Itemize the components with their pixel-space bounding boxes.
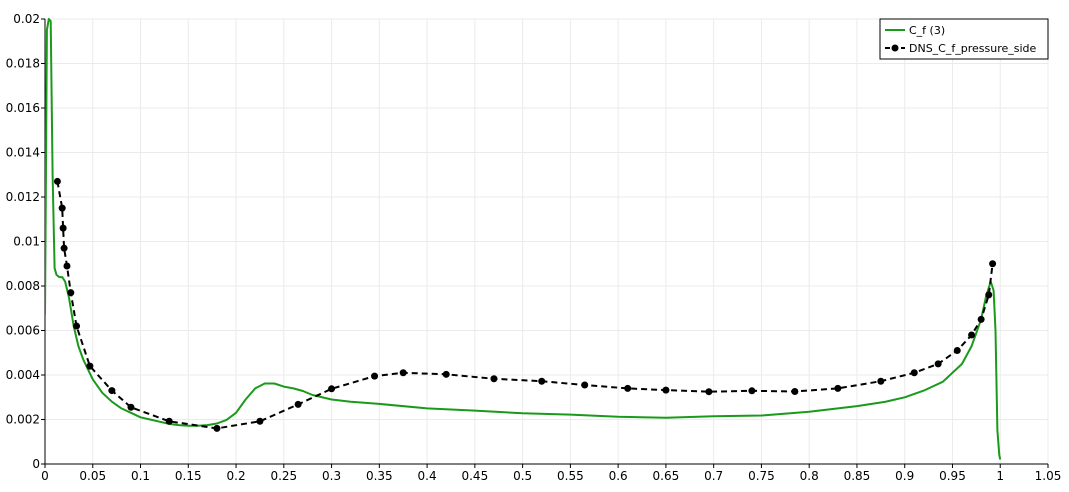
y-tick-label: 0.016 xyxy=(6,101,40,115)
y-tick-label: 0.008 xyxy=(6,279,40,293)
data-point xyxy=(53,177,61,185)
y-tick-label: 0.006 xyxy=(6,324,40,338)
data-point xyxy=(256,417,264,425)
data-point xyxy=(989,260,997,268)
data-point xyxy=(108,387,116,395)
x-tick-label: 0.6 xyxy=(609,469,628,483)
legend-label-cf: C_f (3) xyxy=(909,24,945,37)
data-point xyxy=(127,403,135,411)
x-tick-label: 0.75 xyxy=(748,469,775,483)
data-point xyxy=(442,370,450,378)
data-point xyxy=(328,385,336,393)
data-point xyxy=(968,331,976,339)
x-tick-label: 0.3 xyxy=(322,469,341,483)
x-tick-label: 1.05 xyxy=(1035,469,1062,483)
x-tick-label: 0.35 xyxy=(366,469,393,483)
x-tick-label: 1 xyxy=(996,469,1004,483)
data-point xyxy=(58,204,66,212)
y-tick-label: 0.02 xyxy=(13,12,40,26)
x-tick-label: 0.25 xyxy=(270,469,297,483)
data-point xyxy=(73,322,81,330)
data-point xyxy=(934,360,942,368)
data-point xyxy=(791,387,799,395)
grid-lines xyxy=(45,18,1049,464)
data-point xyxy=(910,369,918,377)
x-tick-label: 0.2 xyxy=(227,469,246,483)
data-point xyxy=(985,291,993,299)
y-tick-label: 0.018 xyxy=(6,57,40,71)
data-point xyxy=(977,315,985,323)
data-point xyxy=(490,375,498,383)
data-point xyxy=(371,372,379,380)
data-point xyxy=(86,362,94,370)
legend-marker-dns xyxy=(891,44,899,52)
legend-label-dns: DNS_C_f_pressure_side xyxy=(909,42,1037,55)
data-point xyxy=(834,384,842,392)
data-point xyxy=(877,377,885,385)
series-layer xyxy=(45,18,1002,460)
y-tick-label: 0.004 xyxy=(6,368,40,382)
data-point xyxy=(581,381,589,389)
data-point xyxy=(705,388,713,396)
y-tick-label: 0.014 xyxy=(6,146,40,160)
x-tick-label: 0.4 xyxy=(418,469,437,483)
x-tick-label: 0.65 xyxy=(653,469,680,483)
x-tick-label: 0.9 xyxy=(895,469,914,483)
series-line-cf xyxy=(45,18,1002,460)
x-tick-label: 0.7 xyxy=(704,469,723,483)
x-tick-label: 0 xyxy=(41,469,49,483)
x-tick-label: 0.8 xyxy=(800,469,819,483)
series-line-dns xyxy=(56,181,994,430)
y-tick-label: 0 xyxy=(32,457,40,471)
x-tick-label: 0.85 xyxy=(844,469,871,483)
x-tick-label: 0.45 xyxy=(461,469,488,483)
y-axis-ticks: 0 0.002 0.004 0.006 0.008 0.01 0.012 0.014 0.016… xyxy=(6,12,45,471)
x-axis-ticks: 0 0.05 0.1 0.15 0.2 0.25 0.3 0.35 0.4 0.45 0.5 0.55… xyxy=(41,464,1061,483)
data-point xyxy=(294,400,302,408)
y-tick-label: 0.012 xyxy=(6,190,40,204)
x-tick-label: 0.05 xyxy=(79,469,106,483)
data-point xyxy=(399,369,407,377)
legend: C_f (3) DNS_C_f_pressure_side xyxy=(879,18,1049,60)
data-point xyxy=(67,289,75,297)
x-tick-label: 0.95 xyxy=(939,469,966,483)
data-point xyxy=(63,262,71,270)
data-point xyxy=(165,417,173,425)
data-point xyxy=(59,224,67,232)
data-point xyxy=(953,347,961,355)
x-tick-label: 0.5 xyxy=(513,469,532,483)
data-point xyxy=(662,386,670,394)
data-point xyxy=(213,424,221,432)
x-tick-label: 0.15 xyxy=(175,469,202,483)
legend-box xyxy=(879,18,1049,60)
y-tick-label: 0.002 xyxy=(6,413,40,427)
data-point xyxy=(60,244,68,252)
data-point xyxy=(748,387,756,395)
y-tick-label: 0.01 xyxy=(13,235,40,249)
data-point xyxy=(538,377,546,385)
x-tick-label: 0.55 xyxy=(557,469,584,483)
x-tick-label: 0.1 xyxy=(131,469,150,483)
data-point xyxy=(624,384,632,392)
